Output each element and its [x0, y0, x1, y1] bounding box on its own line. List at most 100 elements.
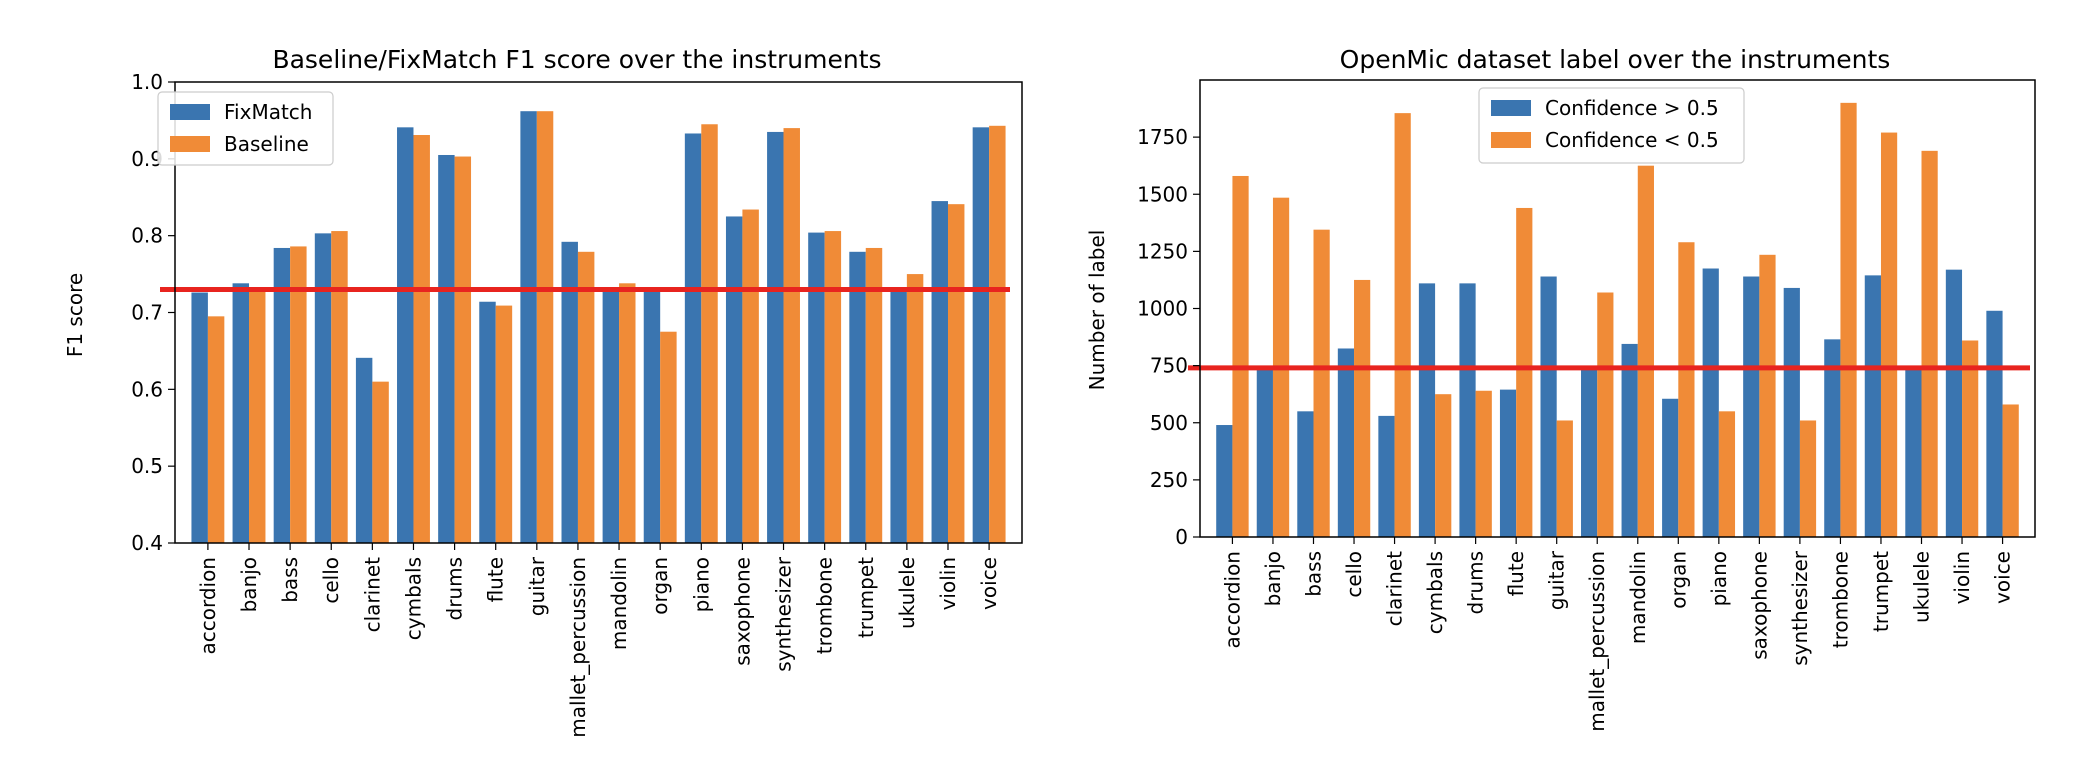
bar-series2-clarinet	[1394, 113, 1411, 537]
bar-series1-drums	[1459, 283, 1476, 537]
bar-series1-mandolin	[602, 288, 620, 543]
bar-series2-cello	[331, 231, 348, 543]
bar-series1-synthesizer	[1783, 287, 1800, 537]
x-tick-label-mandolin: mandolin	[607, 557, 631, 650]
y-tick-label: 0	[1175, 525, 1188, 549]
x-tick-label-flute: flute	[484, 557, 508, 602]
bar-series2-guitar	[536, 111, 554, 543]
bar-series2-saxophone	[1759, 254, 1776, 538]
bar-series1-flute	[479, 301, 496, 543]
bar-series1-piano	[684, 133, 702, 544]
bar-series2-mallet_percussion	[1597, 292, 1614, 537]
bar-series1-synthesizer	[767, 131, 784, 543]
y-tick-label: 500	[1150, 411, 1188, 435]
bar-series1-flute	[1499, 389, 1517, 537]
bar-series2-organ	[660, 331, 677, 543]
bar-series2-drums	[454, 156, 472, 543]
x-tick-label-cello: cello	[319, 557, 343, 604]
bar-series2-trombone	[1840, 102, 1857, 537]
y-tick-label: 1.0	[131, 70, 163, 94]
x-tick-label-trombone: trombone	[813, 557, 837, 654]
bar-series2-synthesizer	[1799, 420, 1817, 537]
bar-series1-saxophone	[1743, 276, 1760, 537]
bar-series1-guitar	[1540, 276, 1557, 537]
bar-series2-guitar	[1556, 420, 1573, 537]
bar-series2-clarinet	[372, 381, 389, 543]
x-tick-label-flute: flute	[1504, 551, 1528, 596]
legend-label: Confidence < 0.5	[1545, 128, 1719, 152]
bar-series1-saxophone	[725, 216, 743, 543]
x-tick-label-drums: drums	[443, 557, 467, 621]
bar-series2-saxophone	[742, 209, 759, 544]
chart-title: Baseline/FixMatch F1 score over the inst…	[272, 45, 881, 74]
y-tick-label: 1750	[1137, 125, 1188, 149]
bar-series1-organ	[1662, 398, 1679, 537]
bar-series2-voice	[989, 125, 1006, 544]
y-tick-label: 0.5	[131, 454, 163, 478]
bar-series1-ukulele	[890, 288, 907, 543]
bar-group	[1216, 102, 2019, 538]
y-tick-label: 750	[1150, 354, 1188, 378]
bar-series2-bass	[290, 246, 307, 544]
legend-swatch	[1491, 100, 1531, 116]
bar-series2-banjo	[249, 287, 266, 543]
bar-series2-flute	[1516, 207, 1533, 537]
bar-series2-violin	[947, 204, 965, 544]
bar-series1-accordion	[1216, 425, 1233, 537]
chart-title: OpenMic dataset label over the instrumen…	[1340, 45, 1891, 74]
bar-series2-cello	[1354, 279, 1371, 537]
x-tick-label-trumpet: trumpet	[1869, 551, 1893, 632]
bar-series2-mandolin	[619, 283, 636, 543]
bar-series2-mallet_percussion	[577, 251, 595, 544]
x-tick-label-bass: bass	[278, 557, 302, 603]
y-axis-label: F1 score	[63, 273, 87, 357]
x-tick-label-piano: piano	[689, 557, 713, 612]
y-tick-label: 0.4	[131, 531, 163, 555]
bar-series2-cymbals	[1435, 394, 1452, 537]
y-tick-label: 0.7	[131, 301, 163, 325]
x-tick-label-voice: voice	[1991, 551, 2015, 604]
x-tick-label-trumpet: trumpet	[854, 557, 878, 638]
legend-swatch	[170, 136, 210, 152]
x-tick-label-mallet_percussion: mallet_percussion	[1585, 551, 1609, 732]
legend-label: Confidence > 0.5	[1545, 96, 1719, 120]
bar-series2-trombone	[824, 231, 842, 543]
y-axis: 0.40.50.60.70.80.91.0	[131, 70, 175, 555]
bar-series1-guitar	[520, 111, 537, 543]
bar-series2-piano	[1718, 411, 1736, 537]
bar-series2-cymbals	[413, 135, 430, 543]
bar-series1-cello	[1337, 348, 1355, 537]
y-tick-label: 0.6	[131, 377, 163, 401]
bar-series2-synthesizer	[783, 128, 800, 543]
bar-series1-accordion	[191, 292, 208, 543]
bar-series1-trumpet	[849, 251, 866, 544]
x-tick-label-violin: violin	[1950, 551, 1974, 604]
f1-score-chart: Baseline/FixMatch F1 score over the inst…	[63, 45, 1023, 738]
legend-label: FixMatch	[224, 100, 312, 124]
x-tick-label-bass: bass	[1302, 551, 1326, 597]
bar-series1-mallet_percussion	[561, 241, 578, 543]
legend: Confidence > 0.5 Confidence < 0.5	[1478, 87, 1745, 164]
x-tick-label-banjo: banjo	[237, 557, 261, 612]
x-tick-label-saxophone: saxophone	[1747, 551, 1771, 660]
x-tick-label-clarinet: clarinet	[360, 557, 384, 633]
bar-series1-trombone	[1824, 339, 1841, 537]
bar-series1-voice	[1986, 310, 2003, 537]
bar-series1-cymbals	[397, 127, 414, 543]
y-axis: 0 250 500 750 1000 1250 1500 1750	[1137, 125, 1200, 549]
x-tick-label-cello: cello	[1342, 551, 1366, 598]
bar-series2-bass	[1313, 229, 1330, 538]
x-axis: accordion banjo bass cello clarinet cymbals dr…	[1220, 537, 2015, 732]
bar-series2-ukulele	[1921, 150, 1938, 537]
bar-series1-violin	[1945, 269, 1963, 537]
legend-box	[1478, 87, 1745, 164]
bar-series1-violin	[931, 201, 948, 543]
bar-series2-trumpet	[865, 247, 883, 543]
legend-swatch	[170, 104, 210, 120]
bar-series2-violin	[1962, 340, 1979, 537]
x-tick-label-accordion: accordion	[196, 557, 220, 655]
bar-series1-organ	[643, 289, 661, 543]
x-tick-label-ukulele: ukulele	[895, 557, 919, 629]
y-tick-label: 1250	[1137, 239, 1188, 263]
